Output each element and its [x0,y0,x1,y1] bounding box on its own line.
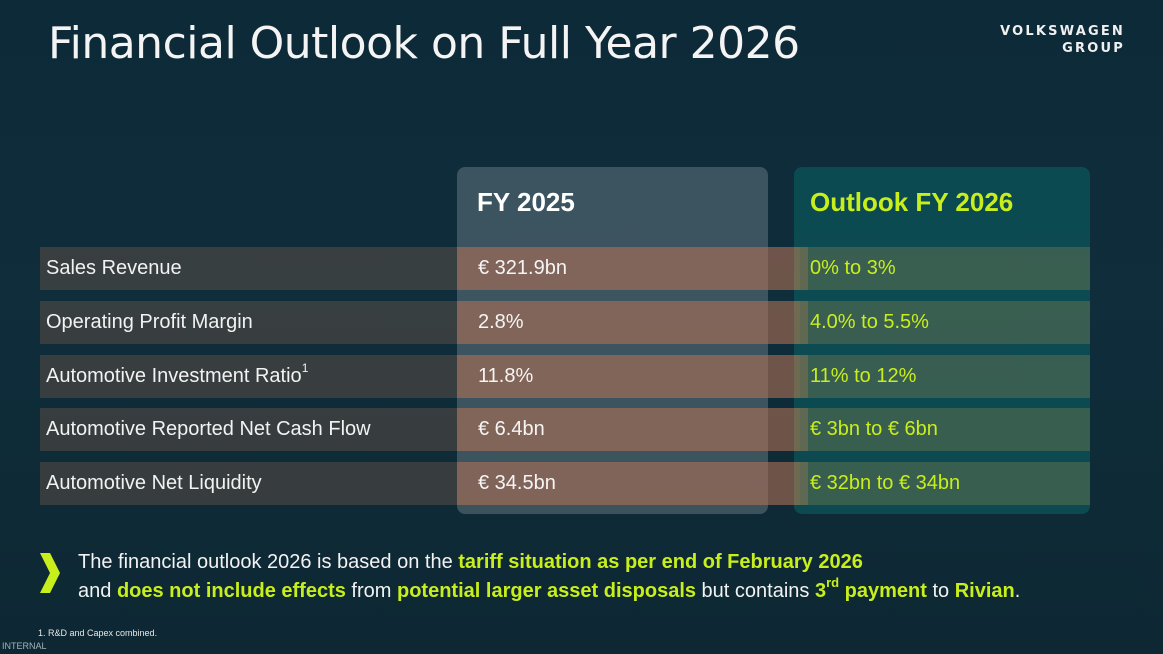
note-text-part: from [345,580,397,602]
note-highlight: Rivian [954,580,1015,602]
outlook-column-header: Outlook FY 2026 [810,187,1014,217]
table-row: Automotive Net Liquidity € 34.5bn € 32bn… [40,462,1090,505]
row-band-outlook [794,408,1090,451]
note-text-part: The financial outlook 2026 is based on t… [78,551,459,573]
table-row: Operating Profit Margin 2.8% 4.0% to 5.5… [40,301,1090,344]
row-band-outlook [794,462,1090,505]
outlook-column-background [794,167,1090,514]
table-row: Automotive Investment Ratio1 11.8% 11% t… [40,355,1090,398]
row-outlook-value: € 3bn to € 6bn [810,418,938,440]
note-highlight: 3 [814,580,827,602]
classification-label: INTERNAL [2,641,47,651]
note-highlight: tariff situation as per end of February … [458,551,863,573]
note-highlight: payment [839,580,927,602]
row-label-text: Automotive Investment Ratio [46,365,302,387]
note-highlight-sup: rd [826,575,840,591]
row-label: Sales Revenue [46,257,182,279]
row-fy2025-value: € 6.4bn [478,418,545,440]
footnote: 1. R&D and Capex combined. [38,628,158,638]
note-highlight: potential larger asset disposals [397,580,696,602]
row-band-fy2025 [457,301,808,344]
chevron-right-icon [40,553,60,593]
row-outlook-value: 0% to 3% [810,257,896,279]
row-band [40,462,800,505]
row-band-fy2025 [457,247,808,290]
row-outlook-value: 11% to 12% [810,365,917,387]
row-band [40,355,800,398]
row-band-fy2025 [457,462,808,505]
row-label: Automotive Reported Net Cash Flow [46,418,371,440]
note-highlight: does not include effects [116,580,346,602]
row-band-fy2025 [457,355,808,398]
row-label: Automotive Net Liquidity [46,472,262,494]
logo-line-1: VOLKSWAGEN [1000,24,1125,39]
note-text-part: . [1014,580,1021,602]
row-fy2025-value: 2.8% [478,311,524,333]
row-band [40,247,800,290]
page-title: Financial Outlook on Full Year 2026 [48,18,800,69]
row-band-outlook [794,301,1090,344]
row-outlook-value: 4.0% to 5.5% [810,311,929,333]
note-text-part: and [78,580,117,602]
fy2025-column-header: FY 2025 [477,187,575,217]
row-fy2025-value: 11.8% [478,365,534,387]
row-outlook-value: € 32bn to € 34bn [810,472,961,494]
row-band-fy2025 [457,408,808,451]
row-label: Operating Profit Margin [46,311,253,333]
row-label: Automotive Investment Ratio1 [46,355,308,398]
row-band [40,301,800,344]
note-text: The financial outlook 2026 is based on t… [78,548,1138,606]
note-text-part: to [926,580,955,602]
row-fy2025-value: € 34.5bn [478,472,556,494]
table-row: Sales Revenue € 321.9bn 0% to 3% [40,247,1090,290]
volkswagen-group-logo: VOLKSWAGEN GROUP [1000,23,1125,57]
row-band-outlook [794,247,1090,290]
row-band-outlook [794,355,1090,398]
logo-line-2: GROUP [1062,41,1125,56]
fy2025-column-background [457,167,768,514]
outlook-note: The financial outlook 2026 is based on t… [38,548,1138,606]
note-text-part: but contains [696,580,815,602]
table-row: Automotive Reported Net Cash Flow € 6.4b… [40,408,1090,451]
row-band [40,408,800,451]
footnote-marker: 1 [301,361,309,376]
row-fy2025-value: € 321.9bn [478,257,567,279]
